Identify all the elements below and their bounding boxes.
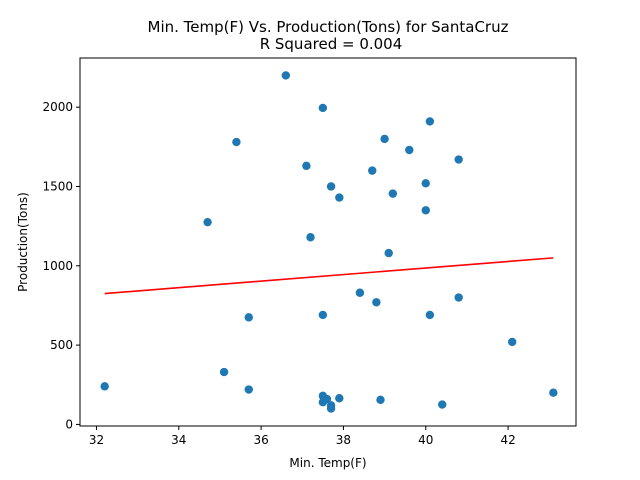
data-point	[335, 193, 344, 202]
y-axis-label: Production(Tons)	[16, 192, 30, 292]
x-tick-label: 38	[336, 433, 351, 447]
data-point	[454, 155, 463, 164]
data-point	[368, 166, 377, 175]
x-axis-label: Min. Temp(F)	[289, 456, 366, 470]
data-point	[232, 137, 241, 147]
axes-frame	[79, 57, 577, 427]
y-tick-label: 500	[50, 338, 73, 352]
chart-subtitle: R Squared = 0.004	[260, 35, 403, 53]
data-point	[335, 394, 344, 403]
x-tick-label: 32	[89, 433, 104, 447]
data-point	[318, 103, 328, 113]
data-point	[322, 394, 332, 404]
regression-line	[104, 257, 554, 295]
data-point	[326, 182, 336, 191]
data-point	[302, 161, 311, 171]
data-point	[425, 310, 435, 320]
x-tick-label: 40	[418, 433, 433, 447]
data-point	[306, 233, 315, 242]
data-point	[318, 310, 328, 320]
y-tick-label: 1500	[42, 179, 73, 193]
data-point	[376, 395, 385, 405]
data-point	[425, 117, 435, 126]
data-point	[355, 288, 365, 297]
y-tick-label: 1000	[42, 259, 73, 273]
data-point	[421, 206, 430, 215]
data-point	[388, 189, 398, 198]
data-point	[326, 404, 336, 413]
data-point	[507, 337, 517, 347]
chart-title: Min. Temp(F) Vs. Production(Tons) for Sa…	[148, 18, 509, 36]
data-point	[372, 298, 381, 307]
x-tick-label: 34	[171, 433, 186, 447]
data-point	[244, 313, 253, 322]
data-point	[219, 367, 229, 377]
data-point	[100, 382, 109, 391]
axes: 32 34 36 38 40 42 0 500 1000 1500 2000	[42, 57, 577, 447]
data-point	[384, 248, 393, 258]
data-point	[203, 217, 212, 227]
data-point	[380, 134, 389, 144]
y-tick-label: 0	[65, 417, 73, 431]
data-point	[281, 71, 291, 80]
data-point	[244, 385, 253, 394]
data-point	[421, 179, 430, 188]
data-point	[454, 293, 463, 302]
x-tick-label: 42	[500, 433, 515, 447]
plot-area	[100, 71, 558, 413]
data-point	[549, 388, 558, 397]
x-tick-label: 36	[253, 433, 268, 447]
y-tick-label: 2000	[42, 100, 73, 114]
data-point	[405, 145, 414, 155]
data-point	[438, 400, 447, 409]
